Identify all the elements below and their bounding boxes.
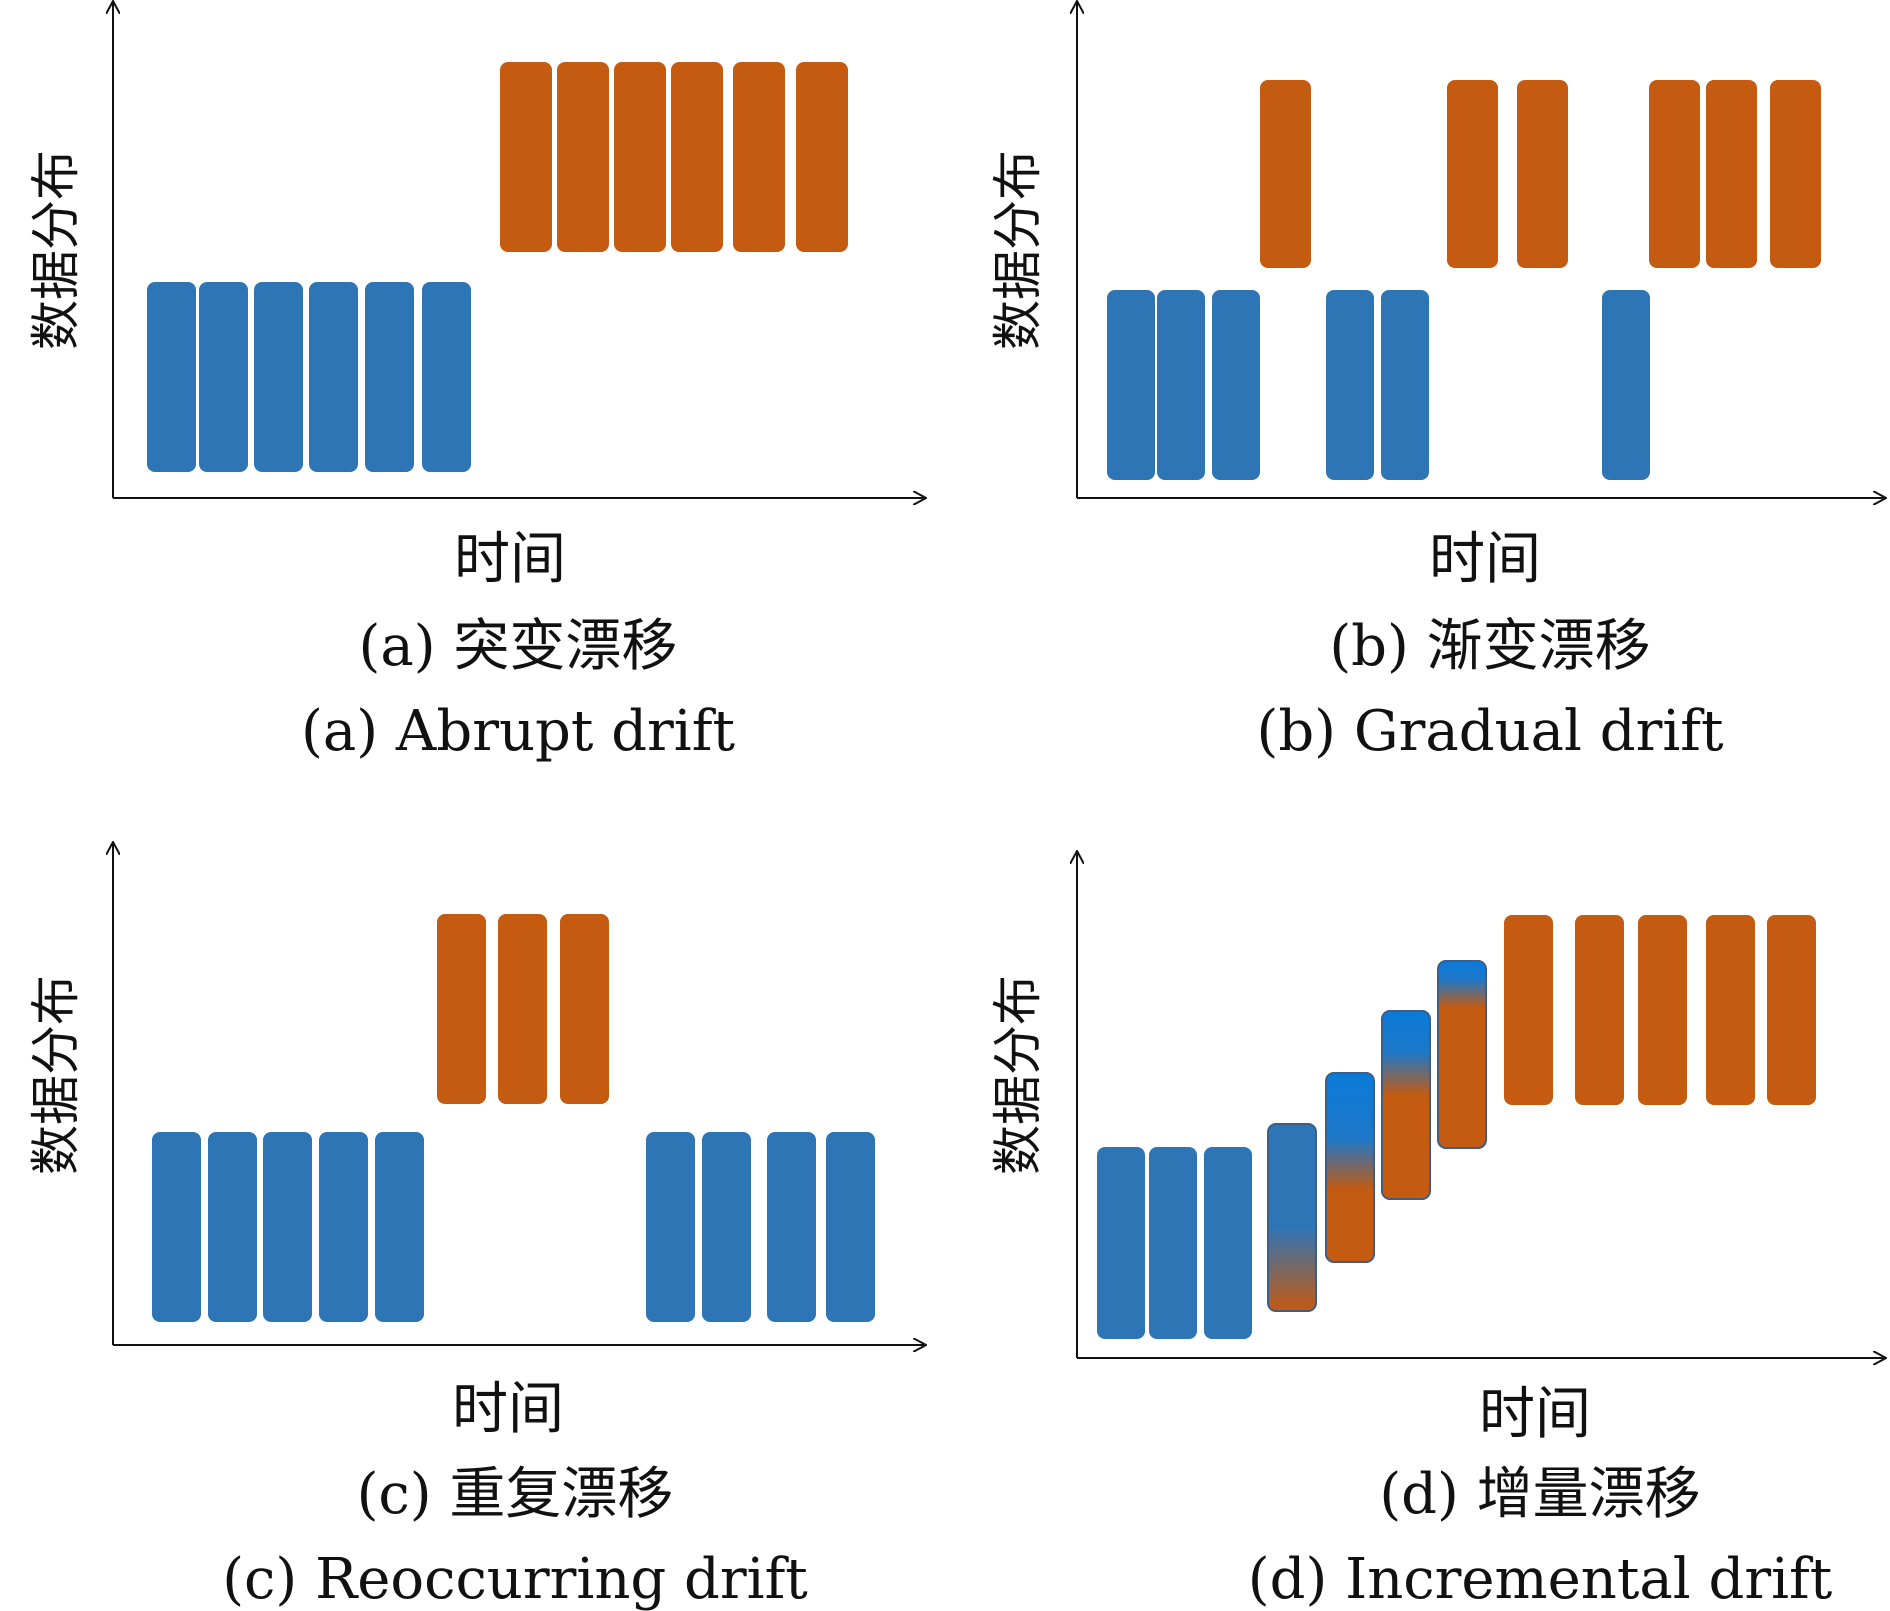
block-new-distribution [437,914,486,1104]
block-old-distribution [254,282,303,472]
panel-b: 数据分布 时间 (b) 渐变漂移 (b) Gradual drift [989,2,1885,764]
block-new-distribution [1575,915,1624,1105]
block-old-distribution [1149,1147,1197,1339]
block-old-distribution [365,282,414,472]
block-old-distribution [767,1132,816,1322]
block-old-distribution [208,1132,257,1322]
block-old-distribution [152,1132,201,1322]
block-old-distribution [1157,290,1205,480]
block-new-distribution [1517,80,1568,268]
block-new-distribution [671,62,723,252]
block-new-distribution [557,62,609,252]
block-old-distribution [1381,290,1429,480]
block-old-distribution [319,1132,368,1322]
caption-english: (a) Abrupt drift [301,699,735,764]
data-blocks [1097,915,1816,1339]
y-axis-label: 数据分布 [27,975,85,1175]
block-transition-distribution [1325,1072,1375,1263]
block-old-distribution [309,282,358,472]
x-axis-label: 时间 [1429,527,1541,592]
caption-chinese: (a) 突变漂移 [359,614,678,679]
block-new-distribution [1260,80,1311,268]
block-old-distribution [1326,290,1374,480]
block-new-distribution [1447,80,1498,268]
block-old-distribution [422,282,471,472]
block-old-distribution [1204,1147,1252,1339]
panel-c: 数据分布 时间 (c) 重复漂移 (c) Reoccurring drift [27,843,925,1611]
caption-chinese: (d) 增量漂移 [1379,1462,1700,1527]
block-old-distribution [1107,290,1155,480]
block-old-distribution [375,1132,424,1322]
block-old-distribution [1097,1147,1145,1339]
caption-english: (d) Incremental drift [1248,1547,1833,1611]
panel-a: 数据分布 时间 (a) 突变漂移 (a) Abrupt drift [27,2,925,764]
block-new-distribution [1649,80,1700,268]
caption-chinese: (c) 重复漂移 [357,1462,674,1527]
block-new-distribution [1504,915,1553,1105]
x-axis-label: 时间 [454,527,566,592]
block-new-distribution [500,62,552,252]
block-old-distribution [147,282,196,472]
block-old-distribution [646,1132,695,1322]
block-new-distribution [1770,80,1821,268]
x-axis-label: 时间 [1479,1382,1591,1447]
block-old-distribution [702,1132,751,1322]
block-new-distribution [560,914,609,1104]
panel-d: 数据分布 时间 (d) 增量漂移 (d) Incremental drift [989,852,1885,1611]
data-blocks [152,914,875,1322]
block-old-distribution [1602,290,1650,480]
block-new-distribution [1706,915,1755,1105]
caption-english: (b) Gradual drift [1256,699,1724,764]
block-new-distribution [1767,915,1816,1105]
block-new-distribution [1706,80,1757,268]
caption-chinese: (b) 渐变漂移 [1329,614,1650,679]
x-axis-label: 时间 [452,1377,564,1442]
y-axis-label: 数据分布 [989,150,1047,350]
data-blocks [147,62,848,472]
y-axis-label: 数据分布 [989,975,1047,1175]
block-old-distribution [199,282,248,472]
data-blocks [1107,80,1821,480]
block-old-distribution [263,1132,312,1322]
caption-english: (c) Reoccurring drift [222,1547,808,1611]
block-transition-distribution [1267,1123,1317,1312]
block-transition-distribution [1381,1010,1431,1200]
block-new-distribution [498,914,547,1104]
block-new-distribution [733,62,785,252]
block-new-distribution [1638,915,1687,1105]
block-old-distribution [1212,290,1260,480]
block-old-distribution [826,1132,875,1322]
y-axis-label: 数据分布 [27,150,85,350]
block-new-distribution [796,62,848,252]
block-transition-distribution [1437,960,1487,1149]
block-new-distribution [614,62,666,252]
